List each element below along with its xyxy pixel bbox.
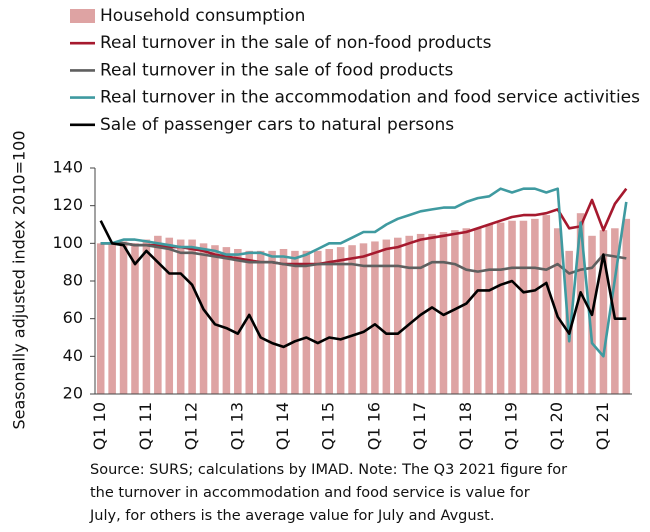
x-tick-label: Q1 14 xyxy=(273,402,292,450)
y-tick-label: 120 xyxy=(52,195,83,214)
bar xyxy=(599,230,608,394)
x-tick-label: Q1 17 xyxy=(410,402,429,450)
bar xyxy=(199,243,208,394)
x-tick-label: Q1 10 xyxy=(90,402,109,450)
bar xyxy=(222,247,231,394)
bar xyxy=(371,241,379,394)
bar xyxy=(131,243,139,394)
bar xyxy=(553,228,562,394)
bar xyxy=(462,228,471,394)
bar xyxy=(119,241,128,394)
y-tick-label: 80 xyxy=(63,271,83,290)
y-tick-label: 100 xyxy=(52,233,83,252)
bar xyxy=(439,232,448,394)
bar xyxy=(142,239,151,394)
x-tick-label: Q1 13 xyxy=(227,402,246,450)
bar xyxy=(451,230,459,394)
bar xyxy=(565,250,573,394)
bar xyxy=(325,248,333,394)
bar xyxy=(485,224,493,394)
x-tick-label: Q1 15 xyxy=(319,402,338,450)
x-tick-label: Q1 19 xyxy=(502,402,521,450)
bar xyxy=(336,247,345,394)
bar xyxy=(519,220,528,394)
bar xyxy=(165,237,174,394)
source-note: Source: SURS; calculations by IMAD. Note… xyxy=(90,462,567,478)
x-tick-label: Q1 11 xyxy=(136,402,155,450)
source-note: the turnover in accommodation and food s… xyxy=(90,485,530,501)
legend: Household consumption Real turnover in th… xyxy=(70,6,640,135)
bar xyxy=(405,235,413,394)
bar xyxy=(622,218,631,394)
bar xyxy=(108,243,116,394)
y-axis-label: Seasonally adjusted index 2010=100 xyxy=(10,130,29,429)
line xyxy=(99,220,627,349)
bar xyxy=(268,250,276,394)
x-tick-label: Q1 20 xyxy=(547,402,566,450)
line xyxy=(100,242,627,275)
bar xyxy=(531,218,539,394)
legend-swatch xyxy=(70,9,95,23)
y-tick-label: 140 xyxy=(52,158,83,177)
bar xyxy=(382,239,391,394)
x-tick-label: Q1 21 xyxy=(593,402,612,450)
bar xyxy=(188,239,196,394)
y-tick-label: 20 xyxy=(63,384,83,403)
bar xyxy=(359,243,368,394)
bar xyxy=(96,243,105,394)
bar xyxy=(291,250,299,394)
bar xyxy=(314,250,322,394)
bar xyxy=(245,250,254,394)
bar xyxy=(348,245,356,394)
bar xyxy=(154,235,162,394)
bar xyxy=(256,250,265,394)
bar xyxy=(211,245,219,394)
bar xyxy=(473,228,482,394)
y-tick-label: 60 xyxy=(63,308,83,327)
bar xyxy=(302,250,311,394)
bar xyxy=(496,222,505,394)
source-note: July, for others is the average value fo… xyxy=(89,508,494,524)
bar xyxy=(576,213,585,394)
bar xyxy=(542,215,551,394)
legend-label: Sale of passenger cars to natural person… xyxy=(100,115,454,135)
legend-label: Real turnover in the sale of food produc… xyxy=(100,60,453,80)
bar xyxy=(428,233,436,394)
x-tick-label: Q1 18 xyxy=(456,402,475,450)
bar xyxy=(508,220,516,394)
bar xyxy=(176,239,185,394)
legend-label: Real turnover in the sale of non-food pr… xyxy=(100,33,492,53)
x-tick-label: Q1 12 xyxy=(182,402,201,450)
bar xyxy=(394,237,402,394)
y-tick-label: 40 xyxy=(63,346,83,365)
bar xyxy=(279,248,288,394)
bar xyxy=(234,248,242,394)
legend-label: Real turnover in the accommodation and f… xyxy=(100,88,640,108)
line xyxy=(100,187,628,358)
legend-label: Household consumption xyxy=(100,6,305,26)
x-tick-label: Q1 16 xyxy=(364,402,383,450)
